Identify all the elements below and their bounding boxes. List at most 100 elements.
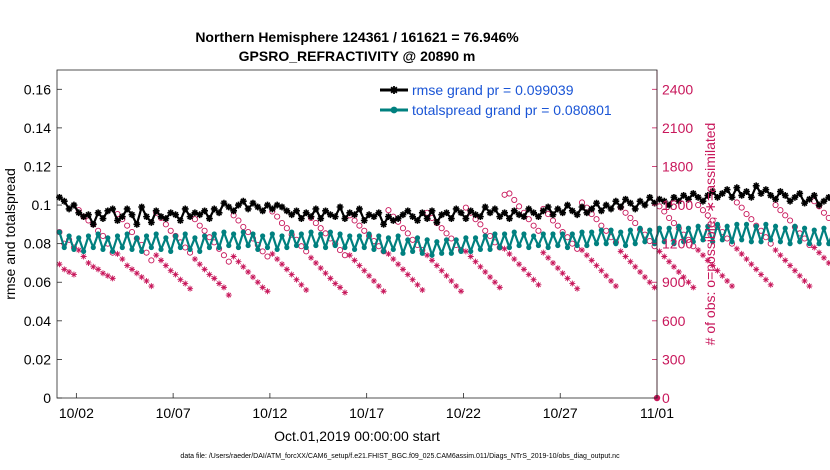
rmse-point-shape (254, 203, 262, 211)
assimilated-obs-point (569, 280, 576, 287)
rmse-point (806, 195, 813, 203)
rmse-point (385, 213, 392, 221)
totalspread-point (221, 229, 227, 235)
rmse-point (65, 205, 73, 213)
assimilated-obs-point-shape (361, 267, 368, 274)
rmse-point (786, 197, 794, 205)
assimilated-obs-point-shape (114, 250, 121, 257)
assimilated-obs-point (419, 286, 426, 293)
assimilated-obs-point (220, 284, 227, 291)
possible-obs-point (124, 222, 131, 229)
assimilated-obs-point-shape (743, 256, 750, 263)
rmse-point-shape (356, 205, 363, 213)
assimilated-obs-point (409, 276, 416, 283)
rmse-point (394, 215, 402, 222)
totalspread-point (361, 244, 367, 251)
rmse-point (660, 197, 668, 205)
rmse-point-shape (762, 186, 770, 194)
possible-obs-point (506, 190, 513, 197)
assimilated-obs-point (191, 256, 198, 263)
assimilated-obs-point (574, 285, 581, 292)
rmse-point-shape (239, 197, 247, 205)
rmse-point-shape (278, 203, 286, 211)
rmse-point (70, 201, 78, 209)
rmse-point (317, 215, 325, 222)
totalspread-point (381, 248, 387, 254)
y-right-tick-label: 2100 (662, 120, 693, 136)
assimilated-obs-point (254, 279, 261, 286)
rmse-point (191, 209, 199, 217)
assimilated-obs-point-shape (520, 266, 527, 273)
assimilated-obs-point-shape (269, 250, 276, 257)
y-left-tick-label: 0.1 (32, 197, 52, 213)
assimilated-obs-point-shape (85, 259, 92, 266)
rmse-point-shape (60, 197, 68, 205)
rmse-point (578, 203, 586, 211)
assimilated-obs-point (632, 263, 639, 270)
possible-obs-point (337, 247, 344, 254)
data-layer (56, 182, 830, 402)
assimilated-obs-point (279, 261, 285, 268)
rmse-point (685, 195, 692, 203)
rmse-point-shape (573, 211, 581, 219)
rmse-point-shape (680, 192, 688, 199)
assimilated-obs-point (56, 261, 63, 268)
totalspread-point (535, 242, 542, 249)
possible-obs-point (593, 216, 600, 223)
totalspread-point (826, 241, 830, 247)
assimilated-obs-point (438, 267, 445, 274)
assimilated-obs-point-shape (298, 281, 305, 288)
assimilated-obs-point (724, 277, 731, 284)
assimilated-obs-point (85, 259, 92, 266)
rmse-point (356, 205, 363, 213)
assimilated-obs-point-shape (501, 245, 508, 252)
totalspread-point (608, 227, 614, 233)
assimilated-obs-point (670, 263, 677, 270)
rmse-point-shape (428, 207, 436, 215)
assimilated-obs-point (772, 247, 779, 254)
assimilated-obs-point-shape (356, 262, 363, 269)
rmse-point (631, 205, 639, 213)
totalspread-point (119, 244, 125, 251)
totalspread-point (182, 231, 188, 237)
rmse-point (210, 205, 218, 213)
totalspread-point (201, 233, 208, 239)
assimilated-obs-point (80, 253, 87, 260)
possible-obs-point (196, 222, 203, 229)
totalspread-point (429, 252, 435, 258)
rmse-point-shape (665, 201, 673, 209)
assimilated-obs-point-shape (104, 272, 111, 279)
rmse-point-shape (660, 197, 668, 205)
assimilated-obs-point-shape (235, 258, 242, 265)
assimilated-obs-point (143, 277, 150, 284)
rmse-point-shape (370, 213, 378, 221)
totalspread-point (772, 223, 779, 229)
assimilated-obs-point (356, 262, 363, 269)
assimilated-obs-point (399, 266, 406, 273)
rmse-point-shape (143, 213, 150, 221)
assimilated-obs-point-shape (685, 279, 692, 286)
totalspread-point (279, 233, 285, 239)
assimilated-obs-point (787, 262, 794, 269)
assimilated-obs-point (109, 275, 116, 282)
assimilated-obs-point-shape (414, 281, 421, 288)
assimilated-obs-point (685, 279, 692, 286)
possible-obs-point (699, 207, 707, 214)
rmse-point-shape (728, 193, 736, 201)
assimilated-obs-point (598, 267, 605, 274)
rmse-point-shape (651, 199, 658, 207)
totalspread-point (366, 231, 372, 237)
totalspread-point (347, 233, 353, 239)
possible-obs-point (525, 216, 532, 223)
possible-obs-point (278, 220, 286, 227)
totalspread-point (71, 246, 77, 253)
possible-obs-point (511, 196, 518, 203)
assimilated-obs-point (646, 279, 653, 286)
possible-obs-point (128, 229, 136, 236)
rmse-point (743, 188, 750, 195)
possible-obs-point (399, 225, 407, 232)
assimilated-obs-point (549, 259, 556, 266)
rmse-point-shape (689, 190, 697, 197)
possible-obs-point (666, 214, 673, 221)
